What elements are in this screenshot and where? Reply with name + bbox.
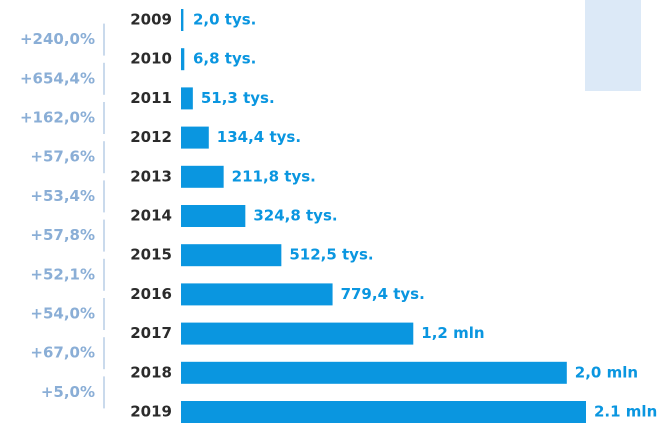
growth-label: +57,8%	[30, 226, 95, 244]
value-label: 51,3 tys.	[201, 89, 275, 107]
decor-panel	[585, 0, 641, 91]
growth-label: +52,1%	[30, 265, 95, 283]
bar	[182, 206, 244, 226]
value-label: 512,5 tys.	[289, 246, 373, 264]
category-label: 2015	[130, 246, 172, 264]
value-label: 1,2 mln	[421, 324, 484, 342]
value-label: 2,0 mln	[575, 363, 638, 381]
value-label: 2.1 mln	[594, 403, 657, 421]
bar	[182, 363, 566, 383]
category-label: 2013	[130, 167, 172, 185]
category-label: 2016	[130, 285, 172, 303]
bar	[182, 167, 223, 187]
value-label: 2,0 tys.	[193, 11, 256, 29]
value-label: 779,4 tys.	[341, 285, 425, 303]
bar	[182, 128, 208, 148]
category-label: 2010	[130, 50, 172, 68]
category-label: 2009	[130, 11, 172, 29]
bar	[182, 284, 332, 304]
growth-label: +67,0%	[30, 344, 95, 362]
growth-label: +54,0%	[30, 305, 95, 323]
growth-label: +240,0%	[20, 30, 95, 48]
category-label: 2014	[130, 207, 172, 225]
growth-label: +57,6%	[30, 148, 95, 166]
value-label: 324,8 tys.	[253, 207, 337, 225]
growth-label: +654,4%	[20, 69, 95, 87]
bar	[182, 88, 192, 108]
category-label: 2019	[130, 403, 172, 421]
value-label: 6,8 tys.	[193, 50, 256, 68]
category-label: 2017	[130, 324, 172, 342]
bar	[182, 402, 585, 422]
bar	[182, 245, 280, 265]
category-label: 2012	[130, 128, 172, 146]
growth-label: +162,0%	[20, 109, 95, 127]
category-label: 2018	[130, 363, 172, 381]
bar	[182, 324, 412, 344]
growth-label: +5,0%	[41, 383, 95, 401]
growth-label: +53,4%	[30, 187, 95, 205]
bar	[182, 49, 183, 69]
value-label: 134,4 tys.	[217, 128, 301, 146]
category-label: 2011	[130, 89, 172, 107]
value-label: 211,8 tys.	[232, 167, 316, 185]
